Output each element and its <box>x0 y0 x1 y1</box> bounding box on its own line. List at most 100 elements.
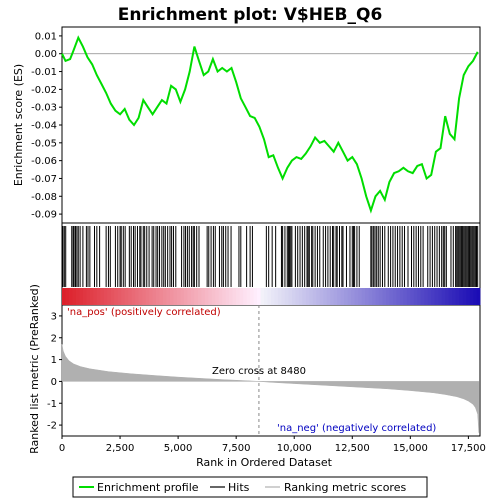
rank-color-cell <box>330 288 335 305</box>
rank-color-cell <box>180 288 185 305</box>
rank-color-cell <box>267 288 272 305</box>
rank-color-cell <box>142 288 146 305</box>
x-tick-label: 5,000 <box>164 443 193 454</box>
rank-color-cell <box>274 288 279 305</box>
rank-color-cell <box>271 288 275 305</box>
rank-color-cell <box>281 288 286 305</box>
rank-color-cell <box>305 288 310 305</box>
es-y-tick-label: -0.05 <box>31 138 57 149</box>
rank-color-cell <box>431 288 436 305</box>
rank-color-cell <box>89 288 94 305</box>
es-y-tick-label: -0.08 <box>31 192 57 203</box>
rank-color-cell <box>284 288 289 305</box>
rank-color-cell <box>365 288 369 305</box>
rank-color-cell <box>65 288 70 305</box>
metric-y-tick-label: 1 <box>51 355 57 366</box>
rank-color-cell <box>476 288 481 305</box>
rank-color-cell <box>72 288 77 305</box>
rank-color-cell <box>218 288 223 305</box>
rank-color-cell <box>455 288 460 305</box>
rank-color-cell <box>302 288 307 305</box>
rank-color-cell <box>277 288 282 305</box>
rank-color-cell <box>406 288 411 305</box>
rank-color-cell <box>424 288 429 305</box>
rank-color-cell <box>79 288 84 305</box>
rank-color-cell <box>62 288 66 305</box>
rank-color-cell <box>316 288 321 305</box>
rank-color-cell <box>211 288 216 305</box>
metric-y-axis-label: Ranked list metric (PreRanked) <box>28 284 41 454</box>
rank-color-cell <box>190 288 195 305</box>
rank-color-cell <box>417 288 422 305</box>
rank-color-cell <box>110 288 115 305</box>
rank-color-cell <box>413 288 418 305</box>
rank-color-cell <box>445 288 450 305</box>
metric-y-tick-label: 2 <box>51 333 57 344</box>
rank-color-cell <box>117 288 122 305</box>
rank-color-cell <box>82 288 87 305</box>
rank-color-cell <box>361 288 366 305</box>
rank-color-cell <box>337 288 342 305</box>
es-y-tick-label: -0.02 <box>31 85 57 96</box>
rank-color-cell <box>434 288 439 305</box>
rank-color-cell <box>243 288 248 305</box>
rank-color-cell <box>298 288 303 305</box>
rank-color-cell <box>239 288 244 305</box>
rank-color-cell <box>378 288 383 305</box>
rank-color-cell <box>152 288 157 305</box>
rank-color-cell <box>291 288 296 305</box>
rank-color-cell <box>204 288 209 305</box>
legend: Enrichment profile Hits Ranking metric s… <box>72 476 428 498</box>
metric-y-axis: 3 2 1 0 -1 -2 <box>47 311 62 432</box>
rank-color-cell <box>103 288 108 305</box>
legend-label-hits: Hits <box>228 481 250 494</box>
rank-color-cell <box>225 288 230 305</box>
rank-color-cell <box>466 288 470 305</box>
rank-color-cell <box>312 288 317 305</box>
ranking-metric-area <box>61 344 480 433</box>
rank-color-bar <box>62 288 481 305</box>
legend-label-enrichment: Enrichment profile <box>97 481 199 494</box>
rank-color-cell <box>399 288 404 305</box>
rank-color-cell <box>183 288 188 305</box>
rank-color-cell <box>389 288 394 305</box>
es-y-tick-label: 0.00 <box>35 49 57 60</box>
rank-color-cell <box>309 288 314 305</box>
rank-color-cell <box>340 288 345 305</box>
rank-color-cell <box>396 288 401 305</box>
rank-color-cell <box>264 288 268 305</box>
metric-y-tick-label: -1 <box>47 399 57 410</box>
x-tick-label: 7,500 <box>222 443 251 454</box>
rank-color-cell <box>372 288 376 305</box>
rank-color-cell <box>246 288 251 305</box>
rank-color-cell <box>420 288 425 305</box>
rank-color-cell <box>257 288 261 305</box>
rank-color-cell <box>347 288 352 305</box>
rank-color-cell <box>121 288 126 305</box>
x-tick-label: 12,500 <box>335 443 370 454</box>
metric-y-tick-label: -2 <box>47 421 57 432</box>
positive-correlation-label: 'na_pos' (positively correlated) <box>67 307 221 318</box>
rank-color-cell <box>459 288 463 305</box>
rank-color-cell <box>382 288 387 305</box>
rank-color-cell <box>208 288 213 305</box>
rank-color-cell <box>232 288 237 305</box>
rank-color-cell <box>187 288 192 305</box>
rank-color-cell <box>197 288 202 305</box>
rank-color-cell <box>215 288 220 305</box>
x-axis-label: Rank in Ordered Dataset <box>196 456 333 469</box>
rank-color-cell <box>462 288 467 305</box>
rank-color-cell <box>138 288 143 305</box>
rank-color-cell <box>124 288 129 305</box>
rank-color-cell <box>68 288 73 305</box>
x-tick-label: 10,000 <box>277 443 312 454</box>
rank-color-cell <box>145 288 150 305</box>
es-y-axis-label: Enrichment score (ES) <box>12 64 25 186</box>
rank-color-cell <box>93 288 98 305</box>
rank-color-cell <box>201 288 206 305</box>
rank-color-cell <box>403 288 408 305</box>
rank-color-cell <box>354 288 359 305</box>
es-y-tick-label: -0.01 <box>31 67 57 78</box>
rank-color-cell <box>114 288 119 305</box>
